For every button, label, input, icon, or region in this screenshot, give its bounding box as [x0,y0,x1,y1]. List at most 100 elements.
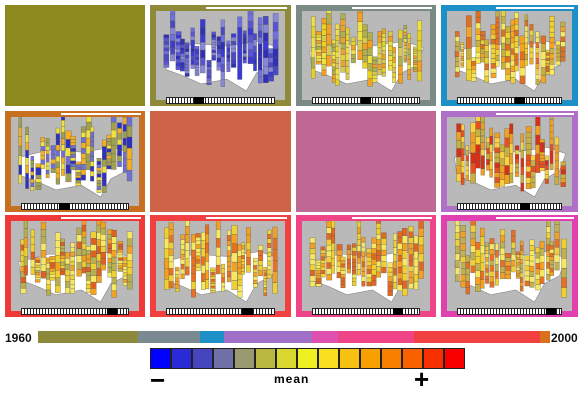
data-bar-segment [169,282,174,289]
timeline-segment-3[interactable] [200,331,224,343]
map-view[interactable] [11,117,139,206]
data-bar-segment [536,117,541,126]
data-bar-segment [485,64,489,70]
map-panel-7[interactable] [296,111,436,212]
map-panel-6[interactable] [150,111,291,212]
map-view[interactable] [447,117,572,206]
data-bar-segment [164,248,169,258]
map-panel-1[interactable] [5,5,145,106]
panel-time-slider[interactable] [457,97,562,104]
map-view[interactable] [447,221,572,311]
data-bar-segment [253,40,256,46]
data-bar-segment [388,263,393,268]
slider-thumb[interactable] [59,203,70,210]
data-bar-segment [466,171,469,176]
data-bar-segment [101,228,106,234]
timeline-segment-7[interactable] [414,331,540,343]
map-view[interactable] [156,11,285,100]
data-bar-segment [455,67,459,72]
slider-thumb[interactable] [520,203,530,210]
map-panel-4[interactable] [441,5,578,106]
timeline[interactable]: 1960 2000 [0,328,581,348]
data-bar-segment [556,41,561,45]
data-bar-segment [485,261,488,265]
data-bar-segment [476,35,481,41]
slider-thumb[interactable] [515,97,525,104]
data-bar-segment [175,278,179,282]
data-bar-segment [112,284,117,291]
timeline-segment-2[interactable] [138,331,200,343]
slider-thumb[interactable] [242,308,253,315]
data-bar-segment [212,32,216,35]
data-bar-segment [316,263,321,266]
slider-thumb[interactable] [194,97,205,104]
timeline-segment-5[interactable] [312,331,338,343]
data-bar-segment [376,272,381,277]
slider-thumb[interactable] [361,97,372,104]
timeline-segment-8[interactable] [540,331,550,343]
data-bar-segment [556,61,561,65]
data-bar-segment [358,41,363,51]
data-bar-segment [485,246,488,250]
data-bar-segment [263,41,268,49]
data-bar-segment [546,262,550,268]
timeline-segment-6[interactable] [338,331,414,343]
map-panel-9[interactable] [5,215,145,317]
data-bar-segment [526,132,531,138]
map-panel-5[interactable] [5,111,145,212]
data-bar-segment [263,75,268,83]
data-bar-segment [51,164,56,169]
data-bar-segment [253,46,256,52]
slider-thumb[interactable] [546,308,556,315]
map-panel-12[interactable] [441,215,578,317]
data-bar-segment [243,50,247,53]
panel-time-slider[interactable] [457,203,562,210]
map-panel-3[interactable] [296,5,436,106]
data-bar-segment [471,61,476,65]
data-bar-segment [520,44,525,52]
data-bar-segment [476,46,481,52]
map-panel-10[interactable] [150,215,291,317]
map-view[interactable] [302,221,430,311]
map-panel-8[interactable] [441,111,578,212]
data-bar-segment [91,282,96,288]
data-bar-segment [169,229,174,236]
map-panel-11[interactable] [296,215,436,317]
data-bar-segment [556,53,561,57]
data-bar-segment [46,150,49,154]
map-panel-2[interactable] [150,5,291,106]
panel-time-slider[interactable] [457,308,562,315]
panel-time-slider[interactable] [166,308,275,315]
data-bar-segment [191,52,195,56]
data-bar-segment [555,263,560,271]
panel-time-slider[interactable] [21,308,129,315]
data-bar-segment [227,241,231,246]
panel-time-slider[interactable] [166,97,275,104]
map-view[interactable] [447,11,572,100]
data-bar-segment [409,226,414,232]
panel-time-slider[interactable] [312,97,420,104]
data-bar-segment [322,24,326,30]
data-bar-segment [170,11,175,14]
map-view[interactable] [302,11,430,100]
data-bar-segment [378,42,382,48]
timeline-segment-1[interactable] [38,331,138,343]
map-view[interactable] [11,221,139,311]
data-bar-segment [321,264,326,267]
timeline-bar[interactable] [38,331,550,343]
data-bar-segment [501,17,505,24]
map-view[interactable] [156,221,285,311]
slider-thumb[interactable] [107,308,118,315]
data-bar-segment [180,54,184,57]
panel-time-slider[interactable] [312,308,420,315]
panel-time-slider[interactable] [21,203,129,210]
timeline-segment-4[interactable] [224,331,312,343]
data-bar-segment [376,245,381,250]
data-bar-segment [461,58,464,60]
data-bar-segment [381,262,386,268]
data-bar-segment [368,63,373,71]
legend-swatch-5 [234,348,255,369]
data-bar-segment [191,266,195,274]
data-bar-segment [77,263,82,270]
slider-thumb[interactable] [393,308,404,315]
